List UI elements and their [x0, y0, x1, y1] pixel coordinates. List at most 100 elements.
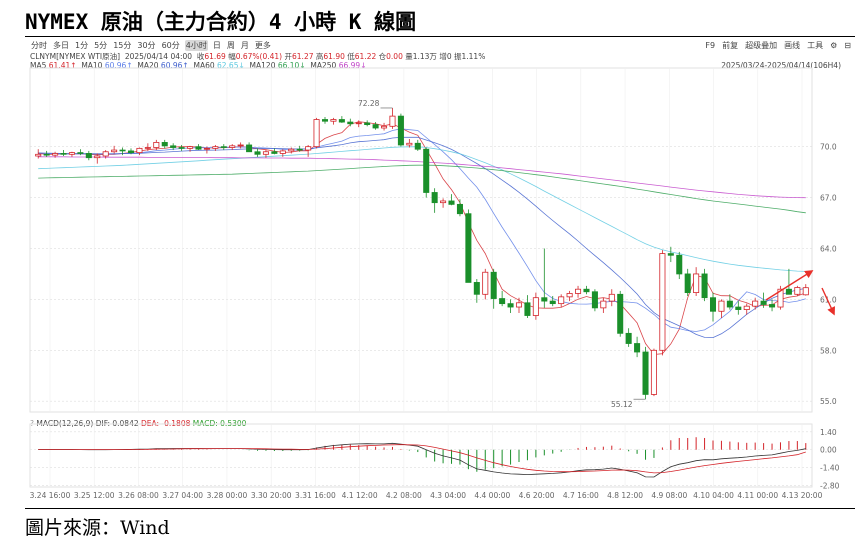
candle-down [490, 271, 497, 299]
candle-down [372, 124, 379, 129]
candle-up [515, 302, 523, 308]
candle-down [507, 303, 514, 308]
candle-up [288, 148, 295, 152]
candle-down [178, 147, 185, 149]
candle-down [246, 144, 253, 153]
date-range-label: 2025/03/24-2025/04/14(106H4) [721, 61, 841, 70]
candle-up [558, 296, 565, 305]
time-tick-label: 4.13 20:00 [782, 491, 823, 500]
ma-line-ma250 [38, 156, 806, 199]
candle-up [794, 287, 801, 295]
period-tab-11[interactable]: 更多 [254, 41, 271, 50]
quote-item-value: 61.90 [323, 52, 345, 61]
candle-up [482, 271, 489, 295]
time-tick-label: 3.25 12:00 [74, 491, 115, 500]
period-tab-7[interactable]: 4小时 [184, 40, 208, 51]
ma-legend-value: 66.10↓ [277, 61, 306, 70]
candle-up [229, 145, 236, 148]
candle-up [203, 147, 210, 150]
candle-down [431, 192, 438, 204]
quote-time: 2025/04/14 04:00 [124, 52, 193, 61]
tool-button-5[interactable]: ⚙ [830, 41, 838, 50]
tool-button-3[interactable]: 画线 [784, 41, 801, 50]
tool-button-0[interactable]: F9 [705, 41, 716, 50]
candle-up [313, 119, 320, 148]
macd-panel-frame [29, 423, 813, 488]
candle-down [583, 288, 590, 293]
quote-item-value: 1.11% [461, 52, 486, 61]
period-tab-4[interactable]: 15分 [113, 41, 132, 50]
candle-up [279, 150, 286, 154]
quote-item-label: 高 [315, 52, 324, 61]
candle-up [743, 305, 750, 310]
candle-down [77, 152, 84, 154]
candle-up [802, 287, 809, 296]
ma-line-ma60 [38, 146, 806, 272]
candle-up [111, 149, 118, 153]
period-tab-8[interactable]: 日 [212, 41, 221, 50]
ma-legend-value: 60.96↑ [160, 61, 189, 70]
candle-down [465, 213, 472, 283]
candle-up [355, 122, 362, 125]
candle-down [625, 332, 632, 344]
tool-toolbar: F9 前复 超级叠加 画线 工具 ⚙ ⊟ [698, 40, 851, 51]
quote-item-label: 开 [284, 52, 293, 61]
candle-up [187, 146, 194, 149]
candle-down [591, 291, 598, 309]
time-tick-label: 4.1 12:00 [342, 491, 378, 500]
ma-legend-label: MA10 [81, 61, 105, 70]
candle-down [347, 121, 354, 125]
candle-up [777, 288, 784, 308]
candle-down [701, 273, 708, 299]
candle-up [136, 147, 143, 154]
tool-button-6[interactable]: ⊟ [844, 41, 851, 50]
candle-up [718, 300, 725, 312]
time-tick-label: 4.8 12:00 [607, 491, 643, 500]
quote-item-label: 增 [439, 52, 447, 61]
quote-item-label: 收 [196, 52, 205, 61]
time-tick-label: 3.30 20:00 [251, 491, 292, 500]
period-tab-1[interactable]: 多日 [53, 41, 69, 50]
time-tick-label: 4.4 00:00 [474, 491, 510, 500]
candle-down [43, 153, 50, 156]
ma-legend-value: 66.99↓ [338, 61, 367, 70]
candle-down [684, 273, 691, 294]
quote-item-label: 低 [347, 52, 355, 61]
candle-down [541, 297, 548, 302]
price-tick-label: 67.0 [820, 194, 837, 203]
candle-up [752, 300, 759, 307]
tool-button-1[interactable]: 前复 [722, 41, 739, 50]
time-tick-label: 3.28 00:00 [207, 491, 248, 500]
period-tab-10[interactable]: 月 [240, 41, 249, 50]
candle-down [499, 298, 506, 305]
tool-button-2[interactable]: 超级叠加 [745, 41, 778, 50]
quote-item-value: 0.67%(0.41) [235, 52, 283, 61]
ma-legend-value: 61.41↑ [48, 61, 77, 70]
macd-tick-label: -2.80 [820, 482, 840, 491]
time-tick-label: 4.2 08:00 [386, 491, 422, 500]
candle-down [524, 302, 531, 316]
candle-down [170, 145, 177, 148]
candle-down [642, 351, 649, 395]
period-tab-3[interactable]: 5分 [94, 41, 108, 50]
price-tick-label: 70.0 [820, 143, 837, 152]
period-tab-2[interactable]: 1分 [75, 41, 89, 50]
period-tab-0[interactable]: 分时 [31, 41, 47, 50]
candle-down [769, 304, 776, 308]
candle-up [381, 125, 388, 129]
candle-down [760, 300, 767, 305]
candle-up [68, 152, 75, 155]
time-tick-label: 3.24 16:00 [30, 491, 71, 500]
tool-button-4[interactable]: 工具 [807, 41, 824, 50]
quote-item-label: 幅 [228, 52, 236, 61]
period-tab-9[interactable]: 周 [226, 41, 235, 50]
period-tab-6[interactable]: 60分 [161, 41, 180, 50]
candle-up [330, 119, 337, 122]
candle-down [195, 146, 202, 150]
candle-up [102, 151, 109, 157]
candle-down [254, 151, 261, 155]
quote-item-label: 量 [405, 52, 413, 61]
period-toolbar: 分时 多日 1分 5分 15分 30分 60分 4小时日周月更多 [30, 40, 276, 52]
period-tab-5[interactable]: 30分 [137, 41, 156, 50]
